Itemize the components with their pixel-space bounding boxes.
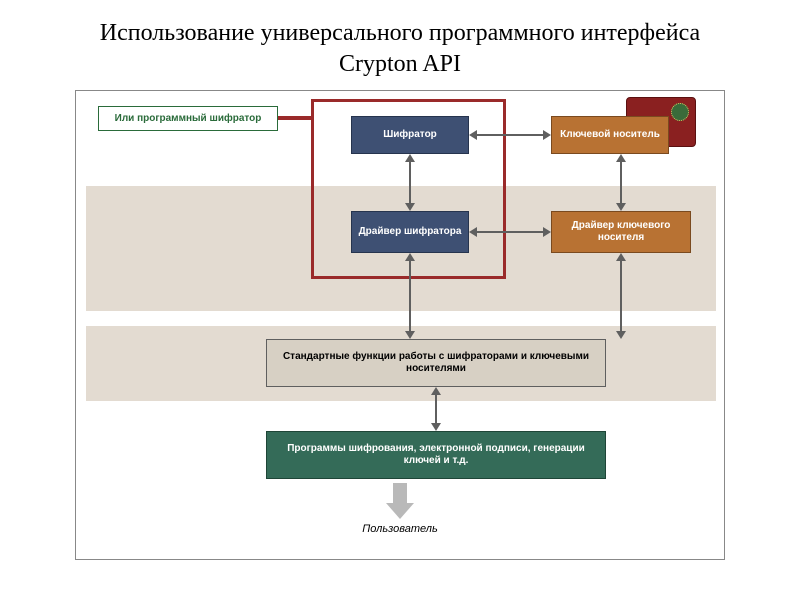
arrowhead-icon xyxy=(405,203,415,211)
arrowhead-icon xyxy=(469,227,477,237)
node-driver-key: Драйвер ключевого носителя xyxy=(551,211,691,253)
arrowhead-icon xyxy=(431,423,441,431)
arrowhead-icon xyxy=(405,331,415,339)
arrowhead-icon xyxy=(405,253,415,261)
diagram-frame: Или программный шифратор Шифратор Ключев… xyxy=(75,90,725,560)
edge-cipher-keymedia xyxy=(477,134,543,136)
node-keymedia: Ключевой носитель xyxy=(551,116,669,154)
arrowhead-icon xyxy=(469,130,477,140)
arrowhead-icon xyxy=(431,387,441,395)
callout-box: Или программный шифратор xyxy=(98,106,278,131)
node-stdfn: Стандартные функции работы с шифраторами… xyxy=(266,339,606,387)
arrowhead-icon xyxy=(616,203,626,211)
arrowhead-icon xyxy=(543,227,551,237)
big-arrow-icon xyxy=(386,483,414,519)
arrowhead-icon xyxy=(616,331,626,339)
edge-drvciph-stdfn xyxy=(409,261,411,331)
callout-pointer-h xyxy=(278,116,311,120)
node-programs: Программы шифрования, электронной подпис… xyxy=(266,431,606,479)
arrowhead-icon xyxy=(405,154,415,162)
node-cipher: Шифратор xyxy=(351,116,469,154)
edge-cipher-drvciph xyxy=(409,162,411,203)
arrowhead-icon xyxy=(543,130,551,140)
node-driver-cipher: Драйвер шифратора xyxy=(351,211,469,253)
user-label: Пользователь xyxy=(362,523,437,535)
arrowhead-icon xyxy=(616,154,626,162)
edge-keymedia-drvkey xyxy=(620,162,622,203)
edge-stdfn-programs xyxy=(435,395,437,423)
edge-drvkey-stdfn xyxy=(620,261,622,331)
edge-drvciph-drvkey xyxy=(477,231,543,233)
arrowhead-icon xyxy=(616,253,626,261)
page-title: Использование универсального программног… xyxy=(0,0,800,88)
